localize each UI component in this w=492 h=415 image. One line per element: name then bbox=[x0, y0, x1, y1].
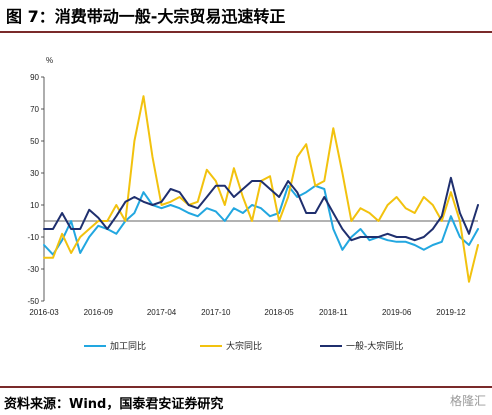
y-tick-label: 90 bbox=[30, 73, 39, 82]
legend-label-1: 加工同比 bbox=[110, 340, 146, 352]
y-tick-label: 70 bbox=[30, 105, 39, 114]
y-unit-label: % bbox=[46, 56, 53, 65]
y-tick-label: -10 bbox=[27, 233, 39, 242]
title-rule bbox=[0, 31, 492, 33]
x-tick-label: 2017-10 bbox=[201, 308, 231, 317]
chart-axes: % 90 70 50 30 10 -10 -30 -50 2016-03 2016-09 2017-0… bbox=[27, 56, 478, 317]
y-tick-label: 30 bbox=[30, 169, 39, 178]
source-rule bbox=[0, 386, 492, 388]
figure-title: 图 7：消费带动一般-大宗贸易迅速转正 bbox=[6, 7, 286, 26]
series-line-1 bbox=[43, 184, 479, 256]
chart-series bbox=[43, 95, 479, 283]
x-tick-label: 2016-09 bbox=[84, 308, 114, 317]
x-tick-label: 2018-11 bbox=[319, 308, 348, 317]
y-tick-label: 50 bbox=[30, 137, 39, 146]
x-tick-label: 2018-05 bbox=[264, 308, 294, 317]
watermark-logo: 格隆汇 bbox=[449, 394, 486, 408]
x-tick-label: 2016-03 bbox=[29, 308, 59, 317]
y-tick-label: 10 bbox=[30, 201, 39, 210]
x-tick-label: 2019-06 bbox=[382, 308, 412, 317]
y-tick-label: -30 bbox=[27, 265, 39, 274]
series-line-2 bbox=[43, 95, 479, 283]
x-tick-label: 2017-04 bbox=[147, 308, 177, 317]
legend-label-2: 大宗同比 bbox=[226, 340, 262, 352]
series-line-3 bbox=[43, 176, 479, 242]
x-tick-label: 2019-12 bbox=[436, 308, 466, 317]
y-tick-label: -50 bbox=[27, 297, 39, 306]
chart-legend: 加工同比 大宗同比 一般-大宗同比 bbox=[84, 340, 403, 352]
source-note: 资料来源：Wind，国泰君安证券研究 bbox=[4, 397, 224, 412]
legend-label-3: 一般-大宗同比 bbox=[346, 340, 403, 352]
